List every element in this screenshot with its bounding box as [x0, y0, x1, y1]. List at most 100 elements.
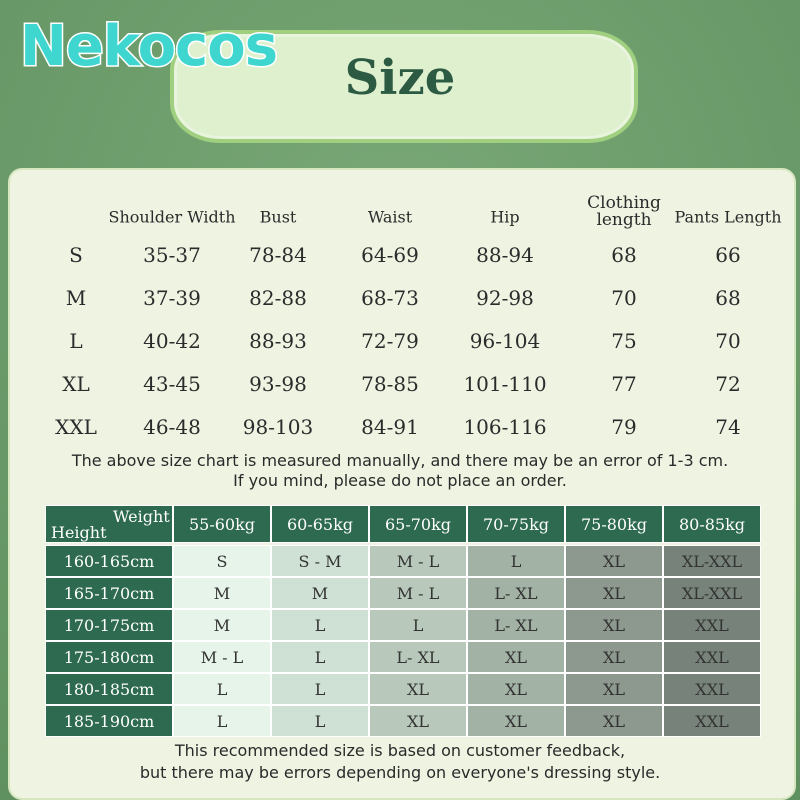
size-cell: M - L — [369, 545, 467, 577]
weight-header: 65-70kg — [369, 505, 467, 543]
size-value: 64-69 — [361, 243, 419, 267]
size-cell: XL — [565, 577, 663, 609]
size-value: 78-85 — [361, 372, 419, 396]
height-header: 175-180cm — [45, 641, 173, 673]
size-value: 43-45 — [143, 372, 201, 396]
column-header: Hip — [490, 207, 520, 227]
size-cell: M — [173, 577, 271, 609]
size-value: 66 — [715, 243, 741, 267]
size-value: 92-98 — [476, 286, 534, 310]
recommend-note: This recommended size is based on custom… — [174, 741, 626, 760]
size-value: 74 — [715, 415, 741, 439]
size-cell: L — [271, 673, 369, 705]
size-cell: S - M — [271, 545, 369, 577]
logo: Nekocos — [18, 13, 279, 81]
title-banner — [170, 30, 638, 143]
size-value: 70 — [715, 329, 741, 353]
size-cell: XL — [565, 705, 663, 737]
size-value: 98-103 — [242, 415, 314, 439]
size-value: 46-48 — [143, 415, 201, 439]
recommend-note: but there may be errors depending on eve… — [139, 763, 661, 782]
size-value: 93-98 — [249, 372, 307, 396]
size-value: 68-73 — [361, 286, 419, 310]
corner-height: Height — [51, 523, 107, 542]
size-cell: XL — [369, 705, 467, 737]
column-header: Shoulder Width — [108, 207, 236, 227]
weight-header: 60-65kg — [271, 505, 369, 543]
size-label: L — [69, 329, 83, 353]
size-label: XXL — [55, 415, 97, 439]
size-cell: S — [173, 545, 271, 577]
size-cell: L- XL — [467, 609, 565, 641]
size-value: 72-79 — [361, 329, 419, 353]
weight-header: 70-75kg — [467, 505, 565, 543]
size-cell: XL-XXL — [663, 577, 761, 609]
size-cell: L — [271, 705, 369, 737]
height-header: 165-170cm — [45, 577, 173, 609]
size-value: 40-42 — [143, 329, 201, 353]
size-value: 68 — [715, 286, 741, 310]
size-cell: L — [173, 673, 271, 705]
size-label: S — [69, 243, 83, 267]
size-value: 68 — [611, 243, 637, 267]
height-header: 170-175cm — [45, 609, 173, 641]
size-value: 75 — [611, 329, 637, 353]
size-cell: XXL — [663, 673, 761, 705]
column-header: Waist — [367, 207, 413, 227]
size-cell: XL — [467, 705, 565, 737]
size-value: 79 — [611, 415, 637, 439]
size-cell: XL — [565, 609, 663, 641]
size-cell: L — [271, 641, 369, 673]
size-value: 72 — [715, 372, 741, 396]
size-cell: L- XL — [369, 641, 467, 673]
size-value: 35-37 — [143, 243, 201, 267]
column-header: Bust — [259, 207, 297, 227]
size-label: M — [65, 286, 87, 310]
size-cell: M - L — [173, 641, 271, 673]
size-value: 88-94 — [476, 243, 534, 267]
weight-header: 55-60kg — [173, 505, 271, 543]
size-cell: XL — [565, 673, 663, 705]
column-header: Pants Length — [674, 207, 782, 227]
size-value: 101-110 — [463, 372, 547, 396]
page-title: Size — [344, 50, 456, 106]
size-value: 88-93 — [249, 329, 307, 353]
weight-header: 75-80kg — [565, 505, 663, 543]
size-value: 84-91 — [361, 415, 419, 439]
size-value: 78-84 — [249, 243, 307, 267]
size-value: 70 — [611, 286, 637, 310]
size-cell: XXL — [663, 609, 761, 641]
size-cell: XL — [565, 545, 663, 577]
corner-cell — [45, 505, 173, 543]
size-cell: L- XL — [467, 577, 565, 609]
size-cell: XL — [467, 641, 565, 673]
size-note: The above size chart is measured manuall… — [71, 451, 729, 470]
height-header: 180-185cm — [45, 673, 173, 705]
size-value: 37-39 — [143, 286, 201, 310]
size-cell: XXL — [663, 705, 761, 737]
size-cell: M — [271, 577, 369, 609]
size-cell: L — [173, 705, 271, 737]
size-value: 96-104 — [469, 329, 541, 353]
size-cell: L — [467, 545, 565, 577]
size-cell: XXL — [663, 641, 761, 673]
size-cell: XL — [565, 641, 663, 673]
size-note: If you mind, please do not place an orde… — [233, 471, 567, 490]
size-cell: L — [271, 609, 369, 641]
size-cell: XL-XXL — [663, 545, 761, 577]
size-value: 106-116 — [463, 415, 547, 439]
size-cell: L — [369, 609, 467, 641]
corner-weight: Weight — [113, 507, 170, 526]
size-label: XL — [62, 372, 90, 396]
size-cell: XL — [369, 673, 467, 705]
size-value: 82-88 — [249, 286, 307, 310]
weight-header: 80-85kg — [663, 505, 761, 543]
height-header: 185-190cm — [45, 705, 173, 737]
size-cell: XL — [467, 673, 565, 705]
size-cell: M - L — [369, 577, 467, 609]
size-value: 77 — [611, 372, 637, 396]
column-header: Clothing length — [587, 193, 661, 230]
size-cell: M — [173, 609, 271, 641]
height-header: 160-165cm — [45, 545, 173, 577]
